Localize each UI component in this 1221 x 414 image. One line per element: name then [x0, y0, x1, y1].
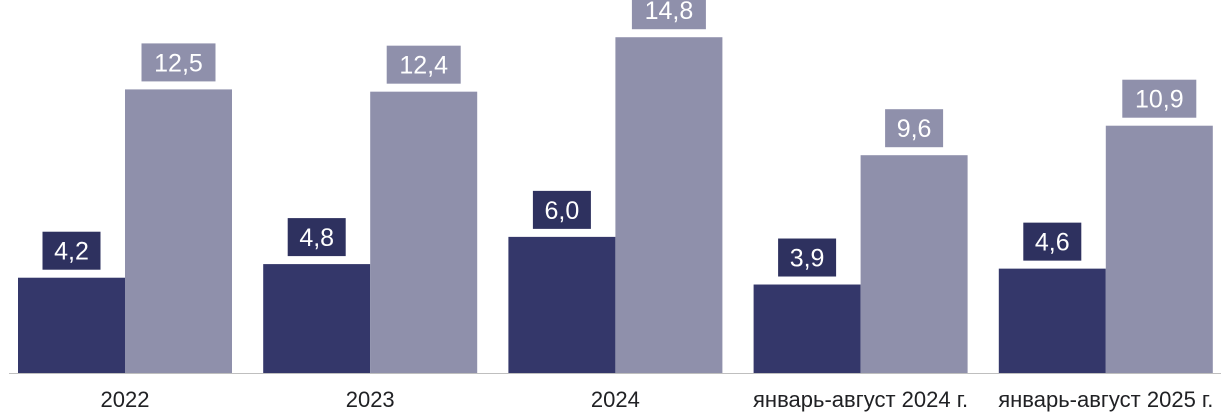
data-label-box — [141, 43, 216, 82]
x-tick-label-4: январь-август 2024 г. — [753, 387, 968, 412]
data-label-text: 4,2 — [54, 238, 89, 266]
x-tick-label-2: 2023 — [346, 387, 395, 412]
bar-series-1-2 — [263, 264, 371, 373]
bar-series-2-2 — [370, 91, 478, 374]
x-tick-label-3: 2024 — [591, 387, 640, 412]
bar-series-2-1 — [125, 89, 232, 373]
data-label-series-2-4: 9,6 — [885, 109, 944, 148]
data-label-series-1-3: 6,0 — [532, 190, 591, 229]
data-label-box — [532, 190, 591, 229]
data-label-text: 3,9 — [790, 245, 825, 273]
data-label-series-1-5: 4,6 — [1023, 222, 1082, 261]
data-label-text: 6,0 — [545, 197, 580, 225]
data-label-text: 4,8 — [299, 224, 334, 252]
x-tick-label-5: январь-август 2025 г. — [998, 387, 1213, 412]
data-label-text: 4,6 — [1035, 229, 1070, 257]
x-tick-labels-layer: 2022 2023 2024 январь-август 2024 г. январь-… — [101, 387, 1214, 412]
data-label-box — [631, 0, 706, 30]
data-label-text: 12,4 — [399, 52, 448, 80]
data-label-text: 9,6 — [897, 115, 932, 143]
data-label-text: 12,5 — [154, 49, 203, 77]
bar-series-1-4 — [753, 284, 861, 373]
data-label-box — [1122, 79, 1197, 118]
data-label-series-1-4: 3,9 — [778, 238, 837, 277]
bar-series-1-3 — [508, 236, 616, 373]
data-label-series-2-1: 12,5 — [141, 43, 216, 82]
data-label-series-2-5: 10,9 — [1122, 79, 1197, 118]
data-label-box — [42, 231, 101, 270]
data-label-box — [778, 238, 837, 277]
bars-layer — [18, 37, 1213, 374]
data-labels-layer: 4,2 12,5 4,8 12,4 6,0 14,8 3,9 9,6 4,6 10,9 — [42, 0, 1197, 277]
data-label-series-2-3: 14,8 — [631, 0, 706, 30]
bar-series-2-3 — [615, 37, 723, 373]
data-label-series-2-2: 12,4 — [386, 45, 461, 84]
bar-series-1-1 — [18, 277, 125, 373]
bar-series-2-4 — [860, 155, 968, 373]
data-label-box — [885, 109, 944, 148]
data-label-box — [386, 45, 461, 84]
data-label-series-1-1: 4,2 — [42, 231, 101, 270]
data-label-box — [1023, 222, 1082, 261]
data-label-text: 14,8 — [645, 0, 694, 25]
bar-series-2-5 — [1105, 125, 1213, 373]
data-label-box — [287, 218, 346, 257]
data-label-text: 10,9 — [1135, 86, 1184, 114]
bar-series-1-5 — [998, 268, 1106, 373]
data-label-series-1-2: 4,8 — [287, 218, 346, 257]
x-tick-label-1: 2022 — [101, 387, 150, 412]
